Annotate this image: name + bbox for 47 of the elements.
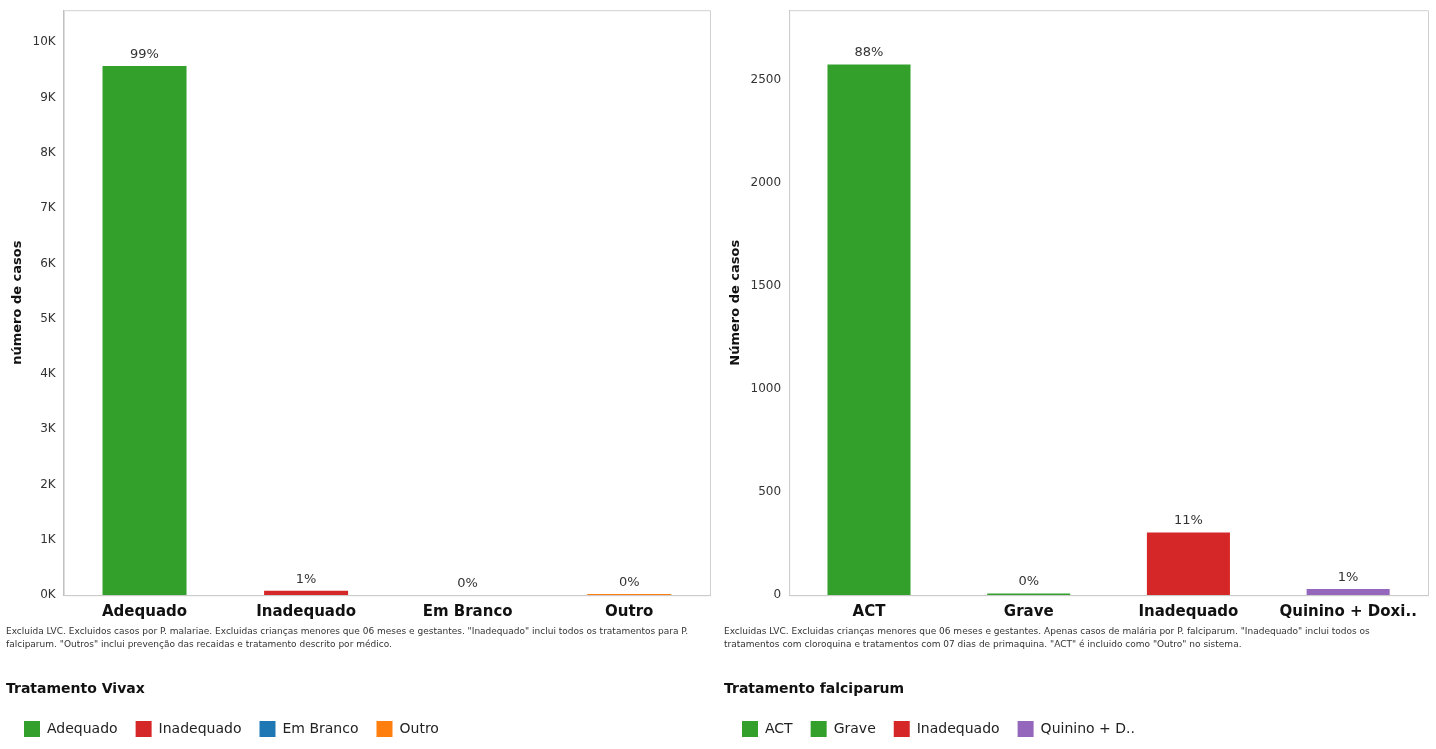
x-tick-label: ACT <box>852 602 887 621</box>
y-axis-title: Número de casos <box>727 239 743 366</box>
x-tick-label: Grave <box>1003 602 1054 621</box>
y-tick-label: 4K <box>40 366 57 381</box>
x-tick-label: Quinino + Doxi.. <box>1279 602 1417 621</box>
text: Excluidas LVC. Excluidas crianças menores que 06 meses e gestantes. Apenas casos de malária por P. falciparum. "Inadequado" inclui todos os tratamentos com cloroquina e tratamentos com 07 dias de primaquina. "ACT" é incluido como "Outro" no sistema. <box>724 625 1371 651</box>
y-tick-label: 0 <box>773 587 782 602</box>
legend-label: Em Branco <box>282 719 359 736</box>
y-axis-title: número de casos <box>9 240 25 365</box>
annotation: 99% <box>130 45 159 61</box>
y-tick-label: 7K <box>40 200 57 215</box>
annotation: 1% <box>1337 568 1359 584</box>
x-tick-label: Outro <box>605 602 654 621</box>
annotation: 1% <box>295 570 317 586</box>
y-tick-label: 9K <box>40 89 57 104</box>
annotation: 0% <box>618 573 640 589</box>
legend-label: Grave <box>833 719 876 736</box>
y-tick-label: 10K <box>32 34 57 49</box>
legend-title: Tratamento falciparum <box>724 679 905 696</box>
legend-label: Inadequado <box>158 719 242 736</box>
y-tick-label: 3K <box>40 421 57 436</box>
legend-label: Quinino + D.. <box>1040 719 1135 736</box>
y-tick-label: 500 <box>758 484 782 499</box>
y-tick-label: 5K <box>40 310 57 325</box>
legend-title: Tratamento Vivax <box>6 679 145 696</box>
annotation: 11% <box>1173 512 1203 528</box>
x-tick-label: Adequado <box>101 602 188 621</box>
text: Excluida LVC. Excluidos casos por P. malariae. Excluidas crianças menores que 06 meses e gestantes. "Inadequado" inclui todos os tratamentos para P. falciparum. "Outros" inclui prevenção das recaidas e tratamento descrito por médico. <box>6 625 690 651</box>
y-tick-label: 1K <box>40 532 57 547</box>
legend-label: Inadequado <box>916 719 1000 736</box>
x-tick-label: Inadequado <box>256 602 357 621</box>
legend-label: Outro <box>399 719 439 736</box>
legend-label: Adequado <box>47 719 118 736</box>
x-tick-label: Em Branco <box>422 602 513 621</box>
annotation: 0% <box>457 575 478 591</box>
x-tick-label: Inadequado <box>1138 602 1239 621</box>
y-tick-label: 6K <box>40 255 57 270</box>
y-tick-label: 2000 <box>750 175 782 190</box>
y-tick-label: 2500 <box>750 72 782 87</box>
y-tick-label: 0K <box>40 587 57 602</box>
y-tick-label: 1500 <box>750 278 782 293</box>
y-tick-label: 1000 <box>750 381 782 396</box>
legend-label: ACT <box>765 719 794 736</box>
y-tick-label: 2K <box>40 476 57 491</box>
annotation: 0% <box>1018 573 1040 589</box>
annotation: 88% <box>854 44 884 60</box>
y-tick-label: 8K <box>40 144 57 159</box>
